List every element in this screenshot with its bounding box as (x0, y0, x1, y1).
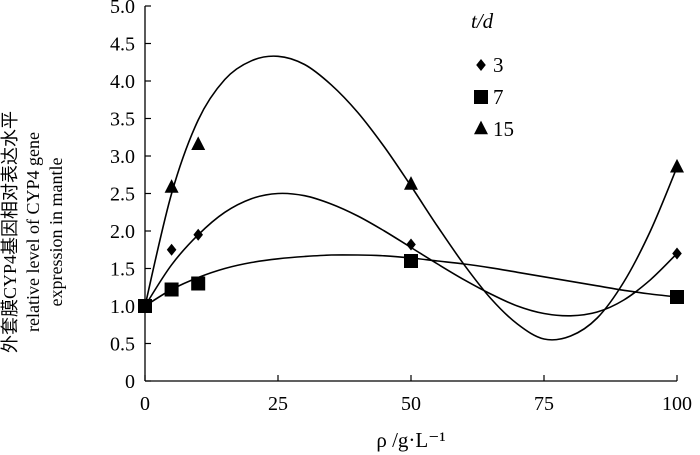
legend-label-3: 3 (493, 53, 504, 77)
y-tick-label: 3.0 (110, 146, 135, 168)
x-axis-ticks: 0 25 50 75 100 (140, 375, 692, 415)
data-point-15 (164, 179, 179, 193)
trend-lines (144, 55, 678, 341)
data-point-15 (670, 158, 684, 173)
data-point-15 (138, 297, 152, 312)
data-points (138, 136, 684, 313)
y-tick-label: 2.0 (110, 221, 135, 243)
x-tick-label: 75 (534, 393, 554, 415)
legend-label-15: 15 (493, 117, 514, 141)
y-tick-label: 3.5 (110, 109, 135, 131)
x-tick-label: 25 (268, 393, 288, 415)
y-axis-ticks: 0 0.5 1.0 1.5 2.0 2.5 3.0 3.5 4.0 4.5 5.0 (110, 0, 151, 393)
data-point-3 (672, 247, 682, 260)
y-tick-label: 4.5 (110, 34, 135, 56)
x-axis-title: ρ /g·L⁻¹ (376, 428, 445, 452)
data-point-7 (164, 282, 179, 297)
y-axis-title-line-cn: 外套膜CYP4基因相对表达水平 (0, 111, 20, 353)
y-tick-label: 5.0 (110, 0, 135, 18)
y-tick-label: 0 (125, 371, 135, 393)
legend-label-7: 7 (493, 85, 504, 109)
y-tick-label: 0.5 (110, 334, 135, 356)
legend-marker-15 (474, 120, 488, 135)
legend: t/d 3 7 15 (471, 9, 514, 141)
y-tick-label: 1.5 (110, 259, 135, 281)
x-tick-label: 0 (140, 393, 150, 415)
y-axis-title-line-en-2: expression in mantle (46, 158, 66, 307)
y-axis-title: 外套膜CYP4基因相对表达水平 relative level of CYP4 g… (0, 111, 66, 353)
trend-line-15 (144, 55, 678, 341)
y-tick-label: 1.0 (110, 296, 135, 318)
y-tick-label: 4.0 (110, 71, 135, 93)
legend-marker-3 (476, 59, 486, 71)
data-point-15 (404, 176, 418, 190)
y-tick-label: 2.5 (110, 184, 135, 206)
data-point-3 (193, 228, 203, 241)
data-point-7 (670, 290, 684, 304)
x-tick-label: 50 (401, 393, 421, 415)
data-point-7 (404, 254, 418, 268)
x-tick-label: 100 (662, 393, 692, 415)
data-point-7 (191, 276, 206, 291)
data-point-3 (166, 243, 177, 256)
data-point-3 (406, 238, 416, 251)
legend-marker-7 (474, 90, 488, 104)
legend-title: t/d (471, 9, 494, 33)
y-axis-title-line-en-1: relative level of CYP4 gene (23, 132, 43, 332)
data-point-15 (191, 136, 206, 150)
